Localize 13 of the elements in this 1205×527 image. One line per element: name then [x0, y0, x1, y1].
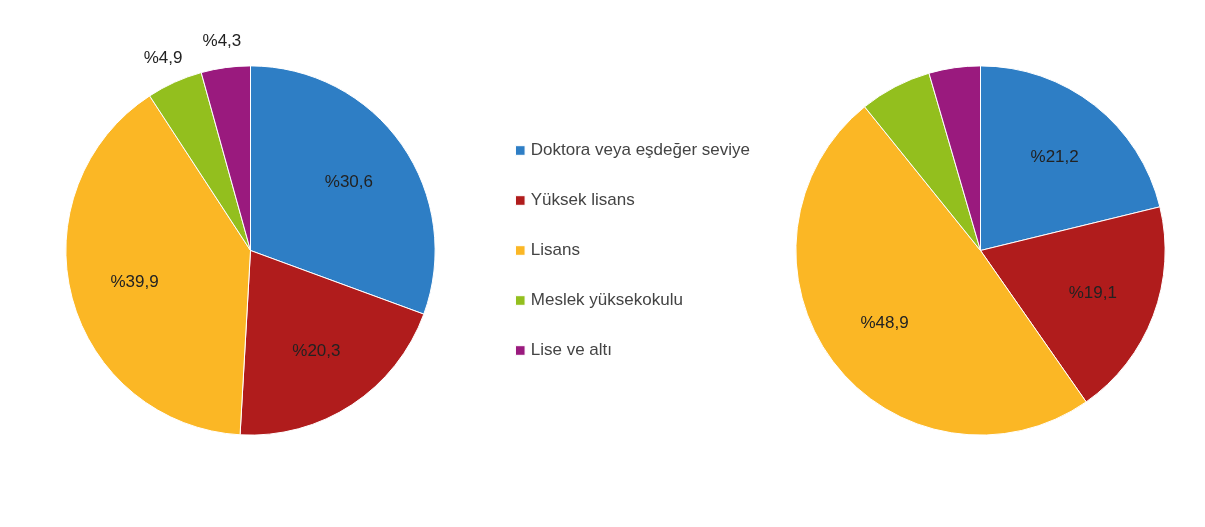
legend-label: Lisans	[530, 240, 580, 260]
data-label: %21,2	[1030, 146, 1079, 166]
data-label: %39,9	[110, 271, 159, 291]
data-label: %4,3	[202, 30, 242, 50]
legend-label: Doktora veya eşdeğer seviye	[530, 140, 750, 160]
legend-label: Yüksek lisans	[530, 190, 635, 210]
data-label: %48,9	[860, 313, 909, 333]
data-label: %4,9	[143, 47, 183, 67]
legend-label: Meslek yüksekokulu	[530, 290, 683, 310]
data-label: %30,6	[324, 172, 373, 192]
data-label: %19,1	[1068, 283, 1117, 303]
data-label: %20,3	[292, 341, 341, 361]
legend-label: Lise ve altı	[530, 340, 613, 360]
